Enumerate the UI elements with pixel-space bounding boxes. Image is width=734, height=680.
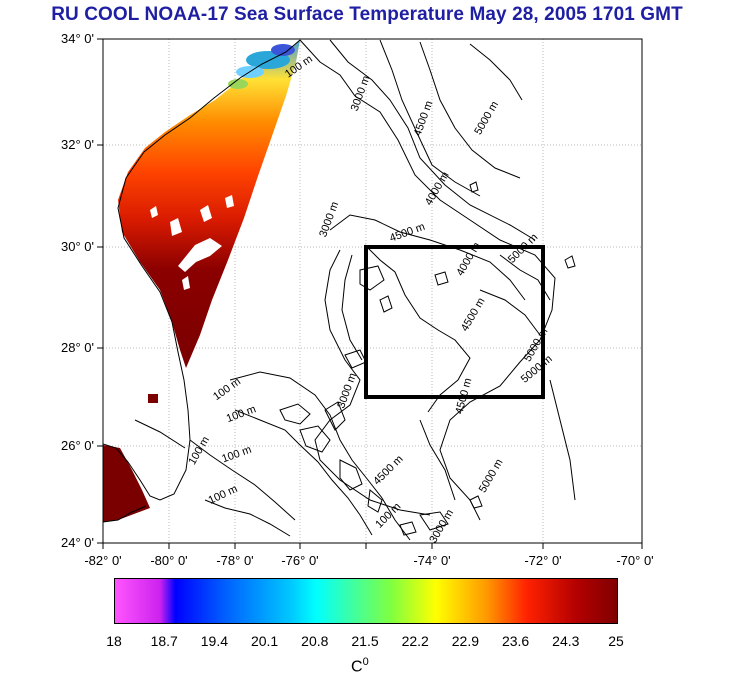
cloud-gaps <box>150 195 234 290</box>
contour-label: 4500 m <box>371 453 405 487</box>
sst-swath <box>118 40 300 368</box>
lon-tick-78: -78° 0' <box>216 553 254 568</box>
contour-label: 100 m <box>373 501 403 531</box>
colorbar-tick: 20.1 <box>250 633 279 649</box>
lat-tick-30: 30° 0' <box>61 239 94 254</box>
axis-ticks <box>97 38 643 549</box>
colorbar-tick: 18 <box>106 633 122 649</box>
contour-label: 4500 m <box>388 221 427 245</box>
colorbar-tick: 25 <box>608 633 624 649</box>
coastline <box>103 39 301 501</box>
colorbar-tick: 22.9 <box>451 633 480 649</box>
colorbar-tick: 20.8 <box>301 633 329 649</box>
lat-tick-34: 34° 0' <box>61 31 94 46</box>
contour-label: 100 m <box>220 444 253 466</box>
coastline-keys <box>103 505 147 523</box>
colorbar <box>114 578 618 624</box>
lon-tick-82: -82° 0' <box>84 553 122 568</box>
colorbar-tick: 24.3 <box>552 633 580 649</box>
region-box <box>364 245 545 399</box>
contour-label: 5000 m <box>472 99 501 137</box>
contour-label: 100 m <box>211 376 243 403</box>
map-title: RU COOL NOAA-17 Sea Surface Temperature … <box>51 4 683 25</box>
contour-label: 100 m <box>225 403 258 425</box>
lon-tick-76: -76° 0' <box>281 553 319 568</box>
lon-tick-70: -70° 0' <box>616 553 654 568</box>
lat-tick-26: 26° 0' <box>61 438 94 453</box>
contour-label: 100 m <box>207 483 240 507</box>
bahamas-islands <box>279 181 576 536</box>
sst-speck <box>148 394 158 403</box>
colorbar-tick: 21.5 <box>351 633 379 649</box>
lon-tick-80: -80° 0' <box>150 553 188 568</box>
contour-label: 3000 m <box>349 74 373 113</box>
sst-south <box>103 445 150 522</box>
colorbar-tick: 22.2 <box>401 633 429 649</box>
colorbar-unit: C0 <box>351 656 369 676</box>
contour-label: 3000 m <box>317 200 341 239</box>
lat-tick-32: 32° 0' <box>61 137 94 152</box>
unit-base: C <box>351 658 363 676</box>
contour-label: 4000 m <box>423 170 452 208</box>
lon-tick-72: -72° 0' <box>524 553 562 568</box>
lat-tick-28: 28° 0' <box>61 340 94 355</box>
colorbar-tick: 19.4 <box>200 633 229 649</box>
contour-label: 5000 m <box>477 457 506 495</box>
map-frame <box>102 38 643 544</box>
colorbar-tick: 23.6 <box>501 633 530 649</box>
contour-label: 4500 m <box>459 296 488 334</box>
unit-sup: 0 <box>362 656 369 668</box>
lat-tick-24: 24° 0' <box>61 535 94 550</box>
colorbar-tick: 18.7 <box>150 633 178 649</box>
lon-tick-74: -74° 0' <box>413 553 451 568</box>
